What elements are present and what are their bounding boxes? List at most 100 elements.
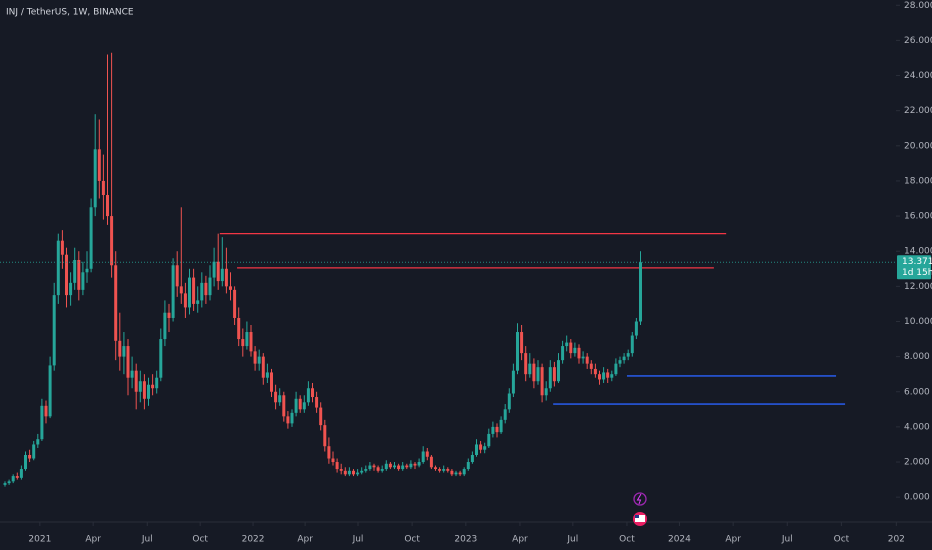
candle-body [405,465,409,468]
candle-body [77,260,81,290]
y-tick-label: 10.000 [904,317,932,327]
y-tick-label: 8.000 [904,352,930,362]
candle-body [19,469,23,478]
y-tick-label: 14.000 [904,247,932,257]
candle-body [577,347,581,359]
candle-body [466,462,470,470]
candle-body [56,240,60,296]
candle-body [253,351,257,364]
candle-body [503,409,507,420]
candle-body [261,356,265,378]
candle-body [265,372,269,378]
candle-body [450,470,454,475]
candle-body [278,395,282,403]
candle-body [413,463,417,466]
candle-body [241,339,245,347]
candle-body [360,470,364,473]
candle-body [269,372,273,392]
candle-body [429,456,433,468]
candle-body [462,469,466,475]
candle-body [249,332,253,352]
candle-body [138,381,142,392]
candle-body [380,469,384,471]
candle-body [470,455,474,463]
event-icon[interactable] [633,492,647,506]
candle-body [376,467,380,471]
candle-body [536,367,540,382]
candle-body [618,360,622,364]
candle-body [237,317,241,340]
candle-body [257,356,261,364]
candle-body [110,216,114,266]
candle-body [634,321,638,336]
x-tick-label: Apr [297,535,313,545]
candle-body [335,462,339,470]
y-tick-label: 24.000 [904,71,932,81]
candle-body [364,469,368,471]
candle-body [606,372,610,378]
candle-body [356,472,360,475]
candle-body [368,465,372,470]
candle-body [114,265,118,341]
candle-body [122,346,126,357]
event-icon-glyph [635,515,639,518]
x-tick-label: 2024 [668,535,691,545]
chart-title: INJ / TetherUS, 1W, BINANCE [6,8,134,18]
candle-body [351,470,355,475]
y-tick-label: 28.000 [904,1,932,11]
candle-body [589,363,593,369]
candle-body [495,426,499,433]
candle-body [15,476,19,478]
candle-body [552,367,556,382]
candle-body [302,402,306,410]
x-tick-label: Oct [192,535,208,545]
candle-body [171,265,175,318]
candle-body [11,476,15,482]
candle-body [401,465,405,470]
candle-body [454,472,458,475]
candle-body [384,463,388,470]
candle-body [118,340,122,357]
candle-body [417,462,421,466]
candle-body [388,463,392,468]
candle-body [7,481,11,484]
candle-body [212,261,216,278]
candle-body [425,451,429,457]
candle-body [323,425,327,447]
candle-body [511,370,515,394]
event-icons [633,492,647,526]
candle-body [421,451,425,463]
candle-body [52,295,56,366]
candle-body [610,374,614,378]
candle-body [183,293,187,308]
candle-body [290,412,294,424]
candle-body [614,363,618,375]
candle-body [331,458,335,463]
candle-body [204,282,208,296]
candle-body [93,149,97,208]
y-tick-label: 22.000 [904,106,932,116]
y-tick-label: 0.000 [904,493,930,503]
candle-body [175,265,179,287]
candle-body [208,277,212,296]
candle-body [187,277,191,308]
candle-body [347,470,351,475]
candle-body [192,277,196,304]
candle-body [274,391,278,403]
plot-area [0,52,896,487]
candle-body [24,455,28,470]
y-tick-label: 12.000 [904,282,932,292]
candle-body [147,384,151,399]
candle-body [48,365,52,417]
candle-body [409,463,413,468]
candle-body [32,444,36,459]
candle-body [69,282,73,296]
candle-body [151,384,155,389]
candle-body [220,268,224,282]
candle-body [44,405,48,417]
x-tick-label: Oct [834,535,850,545]
candle-body [298,398,302,410]
candle-body [544,388,548,396]
candle-body [134,370,138,392]
